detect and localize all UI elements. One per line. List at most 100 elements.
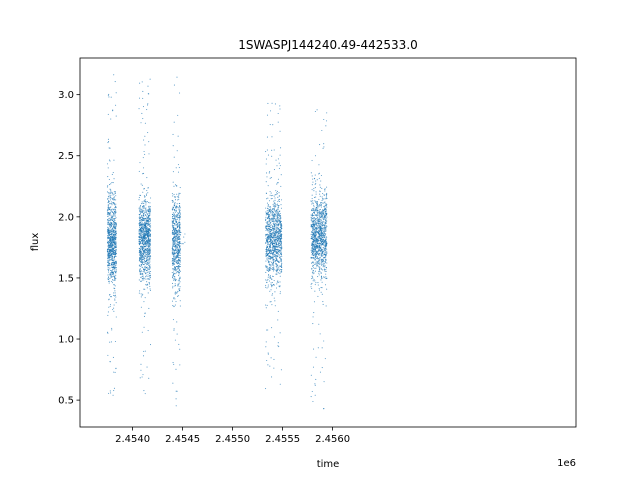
data-point <box>110 199 112 201</box>
data-point <box>265 219 267 221</box>
data-point <box>173 230 175 232</box>
data-point <box>173 305 175 307</box>
data-point <box>143 217 145 220</box>
data-point <box>115 316 117 318</box>
data-point <box>315 219 317 221</box>
data-point <box>277 227 279 229</box>
data-point <box>148 221 150 223</box>
data-point <box>145 214 147 216</box>
data-point <box>149 285 151 287</box>
data-point <box>274 241 276 243</box>
data-point <box>266 176 268 178</box>
data-point <box>279 105 281 107</box>
data-point <box>312 249 314 251</box>
data-point <box>172 269 174 271</box>
data-point <box>278 268 280 270</box>
data-point <box>278 229 280 231</box>
data-point <box>172 212 174 214</box>
data-point <box>269 215 271 217</box>
data-point <box>107 256 109 258</box>
data-point <box>313 190 315 192</box>
data-point <box>317 284 319 286</box>
data-point <box>149 252 151 254</box>
data-point <box>107 231 109 233</box>
data-point <box>138 220 141 222</box>
data-point <box>149 207 151 209</box>
data-point <box>113 193 115 195</box>
data-point <box>143 220 145 222</box>
data-point <box>326 225 328 227</box>
data-point <box>115 244 117 247</box>
data-point <box>114 371 116 373</box>
data-point <box>273 239 275 241</box>
data-point <box>312 280 314 282</box>
data-point <box>270 221 272 223</box>
data-point <box>265 253 267 255</box>
data-point <box>271 233 273 235</box>
data-point <box>269 124 271 126</box>
data-point <box>115 115 117 117</box>
data-point <box>326 192 328 194</box>
data-point <box>115 302 117 304</box>
data-point <box>312 224 314 226</box>
data-point <box>279 130 281 132</box>
data-point <box>267 353 269 355</box>
data-point <box>108 214 110 216</box>
data-point <box>313 209 315 211</box>
data-point <box>174 204 176 206</box>
data-point <box>113 197 115 199</box>
data-point <box>325 269 327 271</box>
data-point <box>312 246 314 248</box>
data-point <box>143 240 146 242</box>
data-point <box>113 235 115 237</box>
data-point <box>109 264 111 266</box>
data-point <box>269 264 271 266</box>
data-point <box>313 204 315 206</box>
data-point <box>145 253 147 255</box>
data-point <box>175 209 178 211</box>
data-point <box>325 244 327 246</box>
data-point <box>145 264 148 266</box>
data-point <box>320 240 322 242</box>
data-point <box>175 214 177 216</box>
data-point <box>171 253 173 255</box>
y-tick-label: 0.5 <box>58 396 74 407</box>
data-point <box>274 229 276 231</box>
data-point <box>266 281 268 284</box>
data-point <box>115 230 117 232</box>
data-point <box>273 210 275 212</box>
data-point <box>323 231 325 233</box>
data-point <box>108 306 110 308</box>
data-point <box>267 259 269 261</box>
data-point <box>322 250 324 252</box>
data-point <box>115 274 117 276</box>
data-point <box>144 199 146 201</box>
data-point <box>172 171 174 173</box>
data-point <box>176 245 178 247</box>
data-point <box>311 225 313 227</box>
data-point <box>277 200 279 203</box>
data-point <box>149 276 151 279</box>
data-point <box>139 221 141 223</box>
data-point <box>318 206 320 208</box>
data-point <box>144 255 146 257</box>
data-point <box>274 216 276 218</box>
data-point <box>143 188 145 190</box>
data-point <box>279 271 281 273</box>
data-point <box>268 234 270 236</box>
data-point <box>110 217 112 219</box>
data-point <box>174 266 176 268</box>
data-point <box>267 228 270 230</box>
data-point <box>176 213 178 216</box>
data-point <box>115 264 117 266</box>
data-point <box>171 300 174 302</box>
data-point <box>326 206 328 208</box>
data-point <box>310 249 312 251</box>
data-point <box>149 344 152 346</box>
data-point <box>141 228 144 230</box>
data-point <box>265 241 267 243</box>
data-point <box>145 257 147 259</box>
data-point <box>324 211 326 213</box>
data-point <box>276 281 278 283</box>
data-point <box>113 214 115 216</box>
